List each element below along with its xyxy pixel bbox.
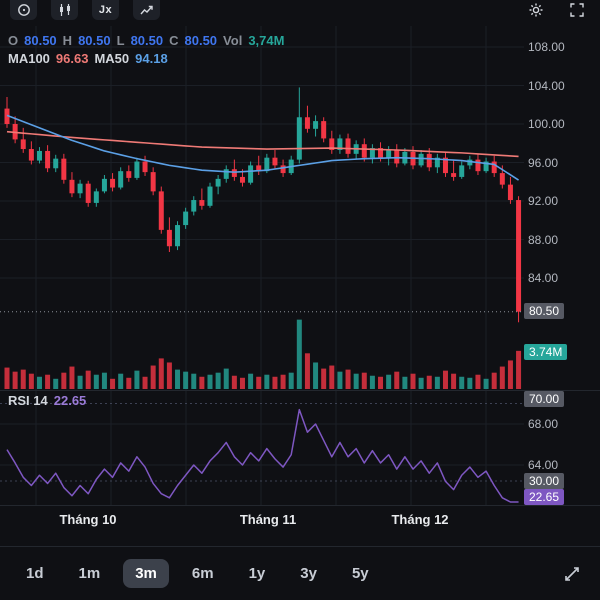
ma100-label: MA100 [8,51,50,66]
rsi-lower-band-badge: 30.00 [524,473,565,489]
volume-value: 3,74M [248,33,285,48]
timeframe-bar: 1d 1m 3m 6m 1y 3y 5y [0,546,600,600]
open-value: 80.50 [24,33,57,48]
timeframe-1m[interactable]: 1m [67,559,113,588]
x-axis-label-month-10: Tháng 10 [59,512,117,527]
indicators-icon[interactable]: Jx [92,0,119,20]
candlestick-icon[interactable] [51,0,78,20]
price-axis-label: 100.00 [528,117,565,131]
price-axis-label: 108.00 [528,40,565,54]
rsi-axis-label: 64.00 [528,458,559,472]
gear-icon[interactable] [522,0,549,20]
price-axis-label: 92.00 [528,194,559,208]
fullscreen-icon[interactable] [563,0,590,20]
ma50-label: MA50 [94,51,130,66]
compass-icon[interactable] [10,0,37,20]
trend-chart-icon[interactable] [133,0,160,20]
rsi-axis-label: 68.00 [528,417,559,431]
timeframe-1y[interactable]: 1y [237,559,278,588]
ma50-value: 94.18 [135,51,168,66]
ma100-value: 96.63 [55,51,89,66]
ohlc-legend: O 80.50 H 80.50 L 80.50 C 80.50 Vol 3,74… [8,33,284,48]
price-axis-label: 96.00 [528,155,559,170]
price-chart-canvas[interactable] [0,0,600,545]
low-label: L [116,33,125,48]
timeframe-1d[interactable]: 1d [14,559,56,588]
toolbar-right-group [522,0,590,20]
timeframe-6m[interactable]: 6m [180,559,226,588]
low-value: 80.50 [130,33,164,48]
price-axis-label: 88.00 [528,232,559,247]
timeframe-buttons: 1d 1m 3m 6m 1y 3y 5y [14,559,558,588]
open-label: O [8,33,19,48]
high-value: 80.50 [78,33,111,48]
x-axis-label-month-11: Tháng 11 [239,512,297,527]
close-label: C [169,33,179,48]
rsi-legend: RSI 14 22.65 [8,393,86,408]
timeframe-5y[interactable]: 5y [340,559,381,588]
x-axis-label-month-12: Tháng 12 [391,512,449,527]
current-price-badge: 80.50 [524,303,565,319]
rsi-upper-band-badge: 70.00 [524,391,565,407]
top-toolbar: Jx [0,0,600,24]
close-value: 80.50 [184,33,218,48]
rsi-value: 22.65 [53,393,87,408]
timeframe-3m[interactable]: 3m [123,559,169,588]
rsi-current-badge: 22.65 [524,489,565,505]
rsi-label: RSI 14 [8,393,48,408]
ma-legend: MA100 96.63 MA50 94.18 [8,51,168,66]
indicators-label: Jx [98,4,113,16]
current-volume-badge: 3.74M [524,344,568,360]
price-axis-label: 104.00 [528,78,565,93]
timeframe-3y[interactable]: 3y [288,559,329,588]
price-axis-label: 84.00 [528,271,559,285]
volume-label: Vol [223,33,243,48]
high-label: H [62,33,73,48]
toolbar-left-group: Jx [10,0,160,20]
expand-chart-icon[interactable] [558,560,586,588]
